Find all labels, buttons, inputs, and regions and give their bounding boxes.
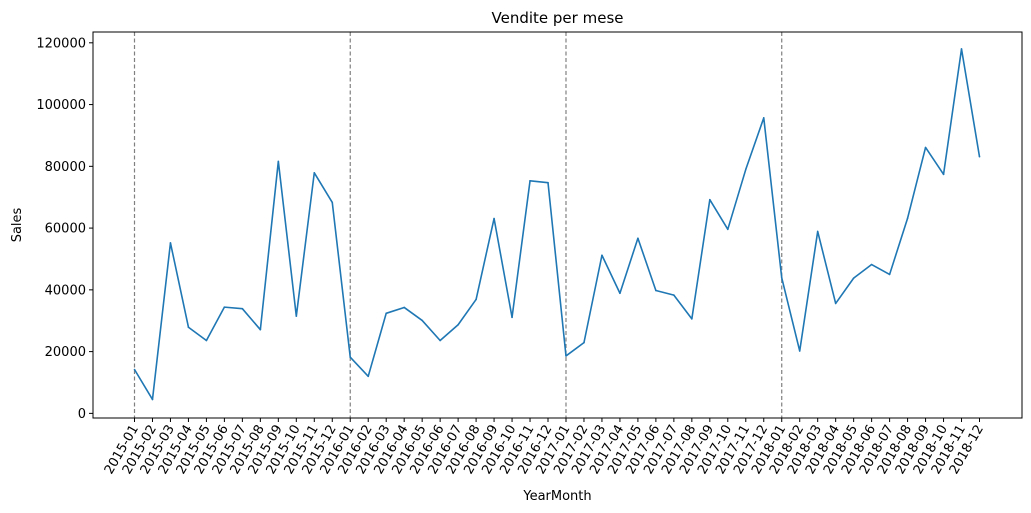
data-point bbox=[673, 294, 675, 296]
y-axis-title: Sales bbox=[10, 207, 25, 242]
data-point bbox=[439, 339, 441, 342]
data-point bbox=[223, 306, 226, 308]
data-point bbox=[457, 323, 459, 326]
data-point bbox=[241, 307, 244, 310]
data-point bbox=[744, 168, 747, 171]
data-point bbox=[906, 217, 909, 220]
data-point bbox=[583, 341, 585, 344]
data-point bbox=[816, 230, 819, 233]
plot-area bbox=[92, 31, 1023, 419]
data-point bbox=[960, 48, 963, 50]
data-point bbox=[313, 172, 316, 174]
data-point bbox=[511, 316, 513, 319]
y-tick-label: 0 bbox=[78, 407, 86, 422]
y-tick-label: 20000 bbox=[45, 345, 86, 360]
data-point bbox=[205, 339, 208, 342]
data-point bbox=[762, 117, 765, 119]
data-point bbox=[619, 292, 621, 295]
data-point bbox=[834, 302, 837, 305]
data-point bbox=[888, 273, 891, 276]
data-point bbox=[601, 254, 603, 257]
data-point bbox=[942, 173, 945, 176]
data-point bbox=[385, 312, 388, 315]
data-point bbox=[709, 198, 711, 201]
data-point bbox=[637, 237, 639, 240]
data-point bbox=[367, 375, 370, 378]
data-point bbox=[655, 289, 657, 292]
data-point bbox=[403, 306, 405, 309]
data-point bbox=[780, 277, 783, 279]
data-point bbox=[924, 146, 927, 149]
data-point bbox=[331, 201, 334, 204]
data-point bbox=[475, 298, 477, 301]
chart-title: Vendite per mese bbox=[492, 9, 624, 27]
plot-frame bbox=[92, 31, 1023, 419]
data-point bbox=[349, 356, 352, 358]
data-point bbox=[798, 350, 801, 352]
data-point bbox=[870, 263, 873, 266]
data-point bbox=[133, 368, 136, 371]
y-axis: 0 20000 40000 60000 80000 100000 120000 bbox=[36, 36, 93, 422]
data-point bbox=[565, 355, 567, 357]
data-point bbox=[187, 326, 190, 329]
data-point bbox=[151, 398, 154, 401]
y-tick-label: 120000 bbox=[36, 36, 86, 51]
data-point bbox=[978, 155, 981, 158]
data-point bbox=[547, 181, 549, 184]
y-tick-label: 100000 bbox=[36, 98, 86, 113]
data-point bbox=[691, 318, 693, 320]
data-point bbox=[259, 328, 262, 331]
data-point bbox=[295, 315, 298, 317]
data-point bbox=[277, 160, 280, 163]
y-tick-label: 80000 bbox=[45, 160, 86, 175]
data-point bbox=[852, 277, 855, 279]
x-axis: 2015-012015-022015-032015-042015-052015-… bbox=[102, 418, 987, 477]
y-tick-label: 40000 bbox=[45, 283, 86, 298]
data-point bbox=[169, 242, 172, 244]
data-point bbox=[726, 228, 729, 231]
data-point bbox=[421, 319, 423, 322]
y-tick-label: 60000 bbox=[45, 222, 86, 237]
data-point bbox=[493, 217, 495, 220]
data-point bbox=[529, 180, 531, 182]
x-axis-title: YearMonth bbox=[522, 489, 591, 504]
sales-series-line bbox=[133, 48, 981, 401]
